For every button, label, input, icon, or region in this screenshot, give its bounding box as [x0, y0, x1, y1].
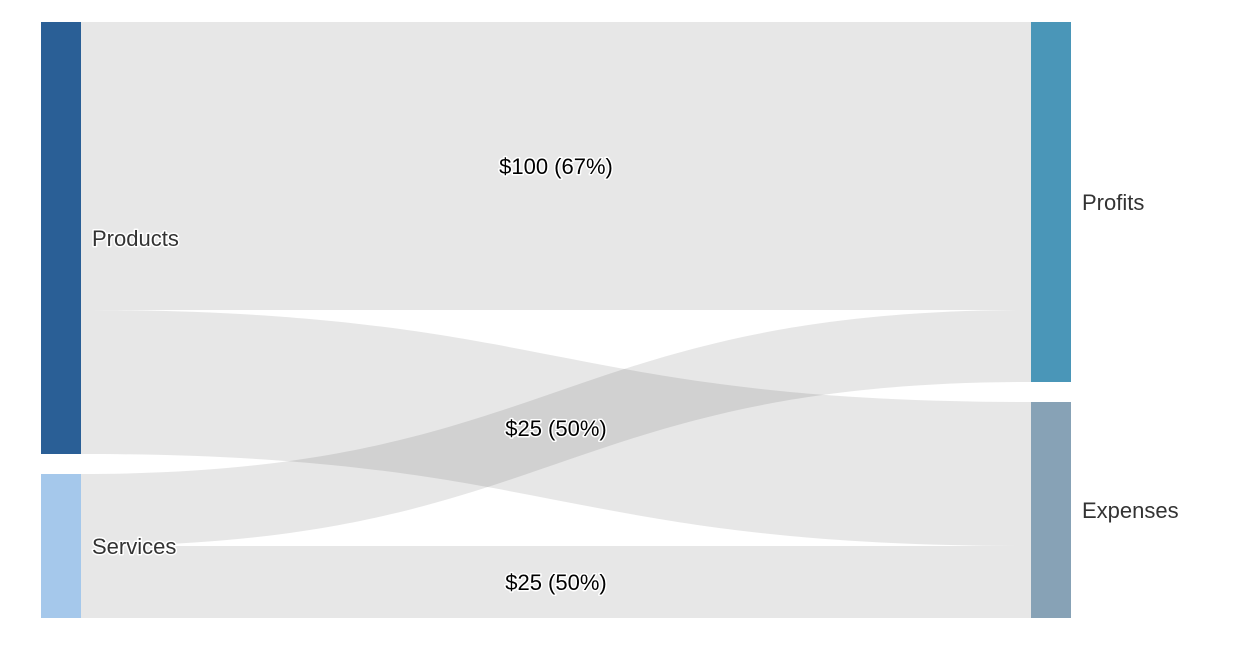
link-label-products-to-profits: $100 (67%)	[499, 154, 613, 179]
sankey-nodes	[41, 22, 1071, 618]
node-label-products: Products	[92, 226, 179, 251]
node-products[interactable]	[41, 22, 81, 454]
sankey-links	[81, 22, 1031, 618]
node-label-expenses: Expenses	[1082, 498, 1179, 523]
sankey-labels: $100 (67%) $25 (50%) $25 (50%) Products Serv…	[91, 153, 1179, 597]
link-label-services-to-expenses: $25 (50%)	[505, 570, 607, 595]
node-label-profits: Profits	[1082, 190, 1144, 215]
node-profits[interactable]	[1031, 22, 1071, 382]
link-products-to-profits[interactable]	[81, 22, 1031, 310]
node-expenses[interactable]	[1031, 402, 1071, 618]
link-services-to-expenses[interactable]	[81, 546, 1031, 618]
link-label-services-to-profits: $25 (50%)	[505, 416, 607, 441]
node-label-services: Services	[92, 534, 176, 559]
node-services[interactable]	[41, 474, 81, 618]
link-services-to-profits[interactable]	[81, 310, 1031, 546]
